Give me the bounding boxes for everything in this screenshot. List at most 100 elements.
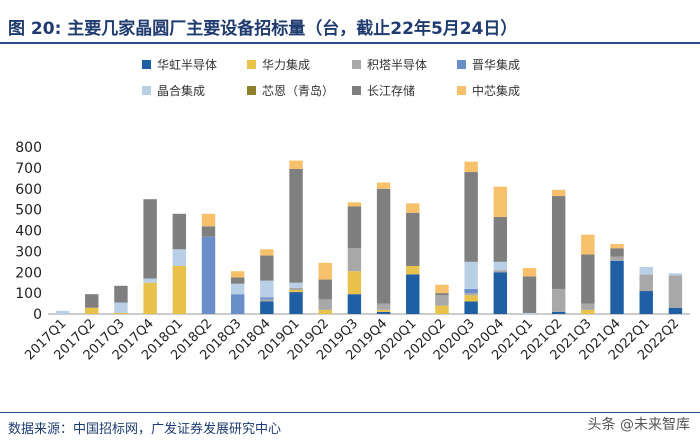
bar-segment xyxy=(201,213,216,227)
legend-label: 华虹半导体 xyxy=(157,58,218,72)
y-tick-label: 200 xyxy=(15,265,42,281)
legend-item: 积塔半导体 xyxy=(352,56,427,73)
bar-segment xyxy=(435,295,449,306)
title-rule xyxy=(0,42,700,44)
bar-segment xyxy=(610,256,624,261)
legend-swatch xyxy=(457,60,466,69)
y-tick-label: 600 xyxy=(15,182,42,198)
bar-segment xyxy=(172,213,187,250)
bar-segment xyxy=(114,312,128,314)
legend-swatch xyxy=(142,60,151,69)
y-tick-label: 400 xyxy=(15,224,42,240)
bar-segment xyxy=(581,303,595,310)
bar-segment xyxy=(464,172,478,262)
bar-segment xyxy=(610,244,624,249)
y-tick-label: 700 xyxy=(15,161,42,177)
bar-segment xyxy=(551,288,566,312)
bar-segment xyxy=(143,278,157,283)
bar-segment xyxy=(610,248,624,257)
y-tick-label: 100 xyxy=(15,286,42,302)
bar-segment xyxy=(289,168,303,283)
bar-segment xyxy=(230,294,245,314)
bar-segment xyxy=(114,285,128,303)
source-note: 数据来源：中国招标网，广发证券发展研究中心 xyxy=(8,422,282,437)
legend-label: 晶合集成 xyxy=(157,84,206,98)
bar-segment xyxy=(581,309,595,314)
bar-segment xyxy=(493,216,508,262)
bar-segment xyxy=(143,282,157,314)
bar-segment xyxy=(610,260,624,314)
bar-segment xyxy=(464,301,478,314)
bar-segment xyxy=(376,311,391,314)
legend-label: 芯恩（青岛） xyxy=(262,84,335,98)
bar-segment xyxy=(172,249,187,266)
bar-segment xyxy=(522,276,537,313)
bar-segment xyxy=(376,188,391,304)
bar-segment xyxy=(289,160,303,169)
bar-segment xyxy=(201,236,216,314)
bar-segment xyxy=(668,275,683,308)
bar-segment xyxy=(85,307,99,314)
bar-segment xyxy=(435,305,449,314)
bar-segment xyxy=(668,273,683,276)
bar-segment xyxy=(406,274,420,314)
bar-segment xyxy=(201,226,216,237)
bar-segment xyxy=(464,295,478,302)
bar-segment xyxy=(551,311,566,314)
bar-segment xyxy=(551,189,566,197)
bar-segment xyxy=(230,277,245,284)
bar-segment xyxy=(639,267,653,275)
bar-segment xyxy=(435,284,449,294)
bar-segment xyxy=(668,307,683,314)
legend-item: 晋华集成 xyxy=(457,56,520,73)
bar-segment xyxy=(318,279,332,300)
legend-swatch xyxy=(247,86,256,95)
legend-item: 晶合集成 xyxy=(142,82,205,99)
bar-segment xyxy=(435,293,449,296)
bar-segment xyxy=(260,280,274,298)
bar-segment xyxy=(406,212,420,266)
bar-segment xyxy=(493,272,508,314)
bar-segment xyxy=(464,293,478,296)
bar-segment xyxy=(551,196,566,289)
bar-segment xyxy=(230,283,245,295)
legend-swatch xyxy=(352,86,361,95)
bar-segment xyxy=(289,292,303,314)
bar-segment xyxy=(85,294,99,308)
bar-segment xyxy=(493,261,508,271)
y-tick-label: 0 xyxy=(33,307,42,323)
bar-segment xyxy=(289,287,303,290)
bar-segment xyxy=(639,291,653,314)
legend-item: 中芯集成 xyxy=(457,82,520,99)
y-tick-label: 800 xyxy=(15,140,42,156)
bar-segment xyxy=(318,299,332,310)
bar-segment xyxy=(260,249,274,256)
bar-segment xyxy=(172,265,187,314)
bar-segment xyxy=(406,203,420,213)
bar-segment xyxy=(114,302,128,313)
bar-segment xyxy=(581,234,595,255)
bar-segment xyxy=(464,161,478,173)
bar-segment xyxy=(376,182,391,189)
legend-label: 晋华集成 xyxy=(472,58,521,72)
y-tick-label: 300 xyxy=(15,244,42,260)
bar-segment xyxy=(464,261,478,289)
bar-segment xyxy=(581,254,595,304)
stacked-bar-chart: 01002003004005006007008002017Q12017Q2201… xyxy=(15,140,690,363)
bar-segment xyxy=(289,282,303,288)
bar-segment xyxy=(55,310,70,314)
bar-segment xyxy=(493,270,508,273)
bar-segment xyxy=(493,186,508,217)
legend-label: 长江存储 xyxy=(367,84,416,98)
bar-segment xyxy=(260,299,274,302)
y-tick-label: 500 xyxy=(15,203,42,219)
bar-segment xyxy=(347,202,362,207)
legend-item: 长江存储 xyxy=(352,82,415,99)
bar-segment xyxy=(639,274,653,292)
bar-segment xyxy=(143,199,157,279)
bar-segment xyxy=(376,303,391,310)
legend-swatch xyxy=(247,60,256,69)
watermark: 头条 @未来智库 xyxy=(587,417,690,433)
legend-swatch xyxy=(142,86,151,95)
legend-label: 积塔半导体 xyxy=(367,58,428,72)
